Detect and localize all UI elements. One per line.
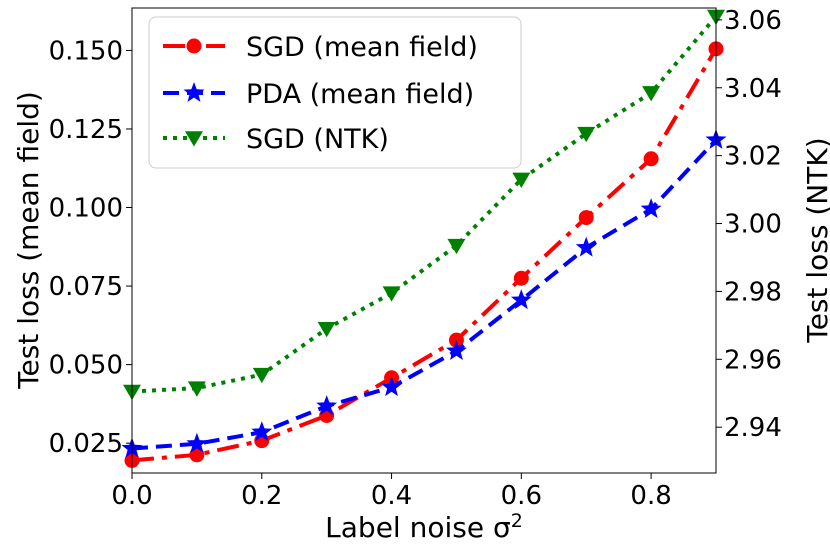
y-tick-label-left: 0.150 [49,36,123,66]
series-line-1 [131,47,718,463]
legend-box [148,16,522,169]
data-point-series-3 [447,238,466,255]
y-axis-title-left: Test loss (mean field) [12,91,45,390]
plot-frame [131,7,717,474]
data-point-series-3 [577,126,596,143]
data-point-series-3 [512,172,531,188]
x-tick-label: 0.0 [111,481,152,511]
x-tick-label: 0.2 [241,481,282,511]
data-point-series-2 [446,340,467,360]
data-point-series-2 [251,421,273,442]
legend-marker-3 [185,131,203,147]
y-tick-label-right: 3.06 [724,6,782,36]
y-tick-label-left: 0.075 [49,272,123,302]
y-tick-label-left: 0.025 [49,429,123,459]
legend-marker-2 [183,82,205,102]
data-point-series-1 [448,332,464,348]
x-axis-title: Label noise σ2 [325,510,523,544]
data-point-series-2 [316,395,338,415]
axes: 0.0 0.2 0.4 0.6 0.8 0.025 0.050 0.075 0.100 0.125… [49,6,782,511]
data-point-series-3 [252,367,271,384]
data-point-series-2 [186,432,208,453]
legend-label-2: PDA (mean field) [246,79,474,110]
data-point-series-2 [640,198,662,218]
series-line-2 [131,138,718,451]
data-point-series-1 [578,210,594,226]
data-point-series-2 [575,236,597,257]
legend-label-1: SGD (mean field) [246,32,478,63]
legend: SGD (mean field) PDA (mean field) SGD (NTK… [148,16,522,169]
y-tick-label-right: 3.04 [724,74,782,104]
data-point-series-3 [187,381,206,397]
y-tick-label-right: 3.02 [724,142,782,172]
y-axis-title-right: Test loss (NTK) [801,137,830,343]
data-point-series-3 [382,286,401,302]
y-tick-label-right: 2.96 [724,345,782,375]
y-tick-label-right: 2.98 [724,277,782,307]
x-tick-label: 0.4 [371,481,412,511]
data-point-series-1 [513,270,529,286]
x-tick-label: 0.8 [630,481,671,511]
data-point-series-2 [510,289,532,310]
legend-label-3: SGD (NTK) [246,124,389,155]
y-tick-label-left: 0.100 [49,194,123,224]
x-axis-title-text: Label noise σ [325,511,511,544]
x-tick-label: 0.6 [501,481,542,511]
data-point-series-3 [642,86,661,102]
data-point-series-1 [643,151,659,167]
y-tick-label-right: 2.94 [724,413,782,443]
plot-content [121,9,727,468]
data-point-series-3 [317,321,336,338]
x-axis-title-superscript: 2 [511,510,523,532]
y-tick-label-left: 0.050 [49,351,123,381]
data-point-series-2 [381,376,402,397]
y-tick-label-right: 3.00 [724,210,782,240]
y-tick-label-left: 0.125 [49,115,123,145]
legend-marker-1 [186,38,202,54]
data-point-series-1 [189,447,205,463]
